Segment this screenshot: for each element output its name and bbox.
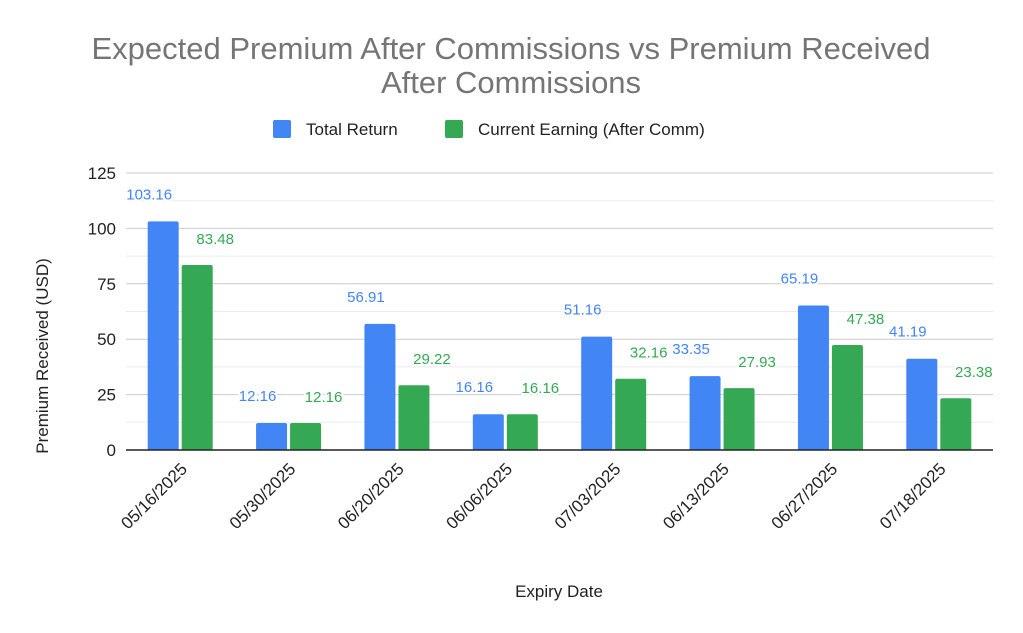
data-labels: 103.16 83.48 12.16 12.16 56.91 29.22 16.16 16.1… — [124, 184, 994, 408]
bar-total-return — [364, 323, 396, 450]
bar-current-earning — [181, 265, 213, 450]
x-tick-label: 06/20/2025 — [334, 459, 408, 533]
data-label-total-return: 56.91 — [347, 289, 385, 306]
chart-title-line-1: Expected Premium After Commissions vs Pr… — [92, 31, 931, 66]
y-tick-label: 125 — [88, 164, 116, 183]
data-label-total-return: 41.19 — [889, 324, 927, 341]
x-axis-ticks: 05/16/2025 05/30/2025 06/20/2025 06/06/2025… — [117, 459, 949, 533]
data-label-total-return: 33.35 — [672, 341, 710, 358]
bar-total-return — [147, 221, 179, 450]
data-label-current-earning: 47.38 — [847, 311, 885, 328]
bar-current-earning — [290, 423, 322, 450]
data-label-current-earning: 23.38 — [955, 364, 993, 381]
data-label-total-return: 65.19 — [781, 271, 819, 288]
gridlines — [126, 172, 993, 423]
y-axis-ticks: 0 25 50 75 100 125 — [88, 164, 116, 460]
bar-current-earning — [398, 385, 430, 450]
data-label-total-return: 103.16 — [126, 186, 172, 203]
data-label-current-earning: 27.93 — [738, 354, 776, 371]
legend-label-current-earning: Current Earning (After Comm) — [478, 120, 705, 139]
data-label-current-earning: 29.22 — [413, 351, 451, 368]
x-tick-label: 05/30/2025 — [226, 459, 300, 533]
y-tick-label: 100 — [88, 219, 116, 238]
bar-total-return — [797, 305, 829, 450]
x-axis-label: Expiry Date — [515, 582, 603, 601]
x-tick-label: 05/16/2025 — [117, 459, 191, 533]
data-label-current-earning: 16.16 — [522, 380, 560, 397]
bar-total-return — [689, 376, 721, 450]
x-tick-label: 06/06/2025 — [443, 459, 517, 533]
data-label-current-earning: 32.16 — [630, 345, 668, 362]
y-tick-label: 75 — [97, 275, 116, 294]
y-tick-label: 25 — [97, 386, 116, 405]
bar-total-return — [256, 423, 288, 450]
bar-current-earning — [831, 345, 863, 450]
legend-swatch-total-return — [273, 120, 291, 138]
bar-current-earning — [723, 388, 755, 450]
data-label-current-earning: 12.16 — [305, 389, 343, 406]
bars — [147, 221, 972, 450]
bar-current-earning — [506, 414, 538, 450]
x-tick-label: 07/18/2025 — [876, 459, 950, 533]
y-tick-label: 0 — [107, 441, 116, 460]
y-tick-label: 50 — [97, 330, 116, 349]
bar-current-earning — [615, 378, 647, 450]
bar-total-return — [581, 336, 613, 450]
bar-current-earning — [940, 398, 972, 450]
data-label-total-return: 51.16 — [564, 302, 602, 319]
data-label-total-return: 12.16 — [239, 388, 277, 405]
legend-swatch-current-earning — [445, 120, 463, 138]
legend: Total Return Current Earning (After Comm… — [273, 120, 705, 139]
x-tick-label: 06/27/2025 — [768, 459, 842, 533]
chart-title-line-2: After Commissions — [381, 65, 641, 100]
x-tick-label: 06/13/2025 — [659, 459, 733, 533]
x-tick-label: 07/03/2025 — [551, 459, 625, 533]
bar-total-return — [906, 358, 938, 450]
y-axis-label: Premium Received (USD) — [33, 258, 52, 454]
data-label-total-return: 16.16 — [456, 379, 494, 396]
legend-label-total-return: Total Return — [306, 120, 398, 139]
data-label-current-earning: 83.48 — [196, 231, 234, 248]
bar-total-return — [472, 414, 504, 450]
